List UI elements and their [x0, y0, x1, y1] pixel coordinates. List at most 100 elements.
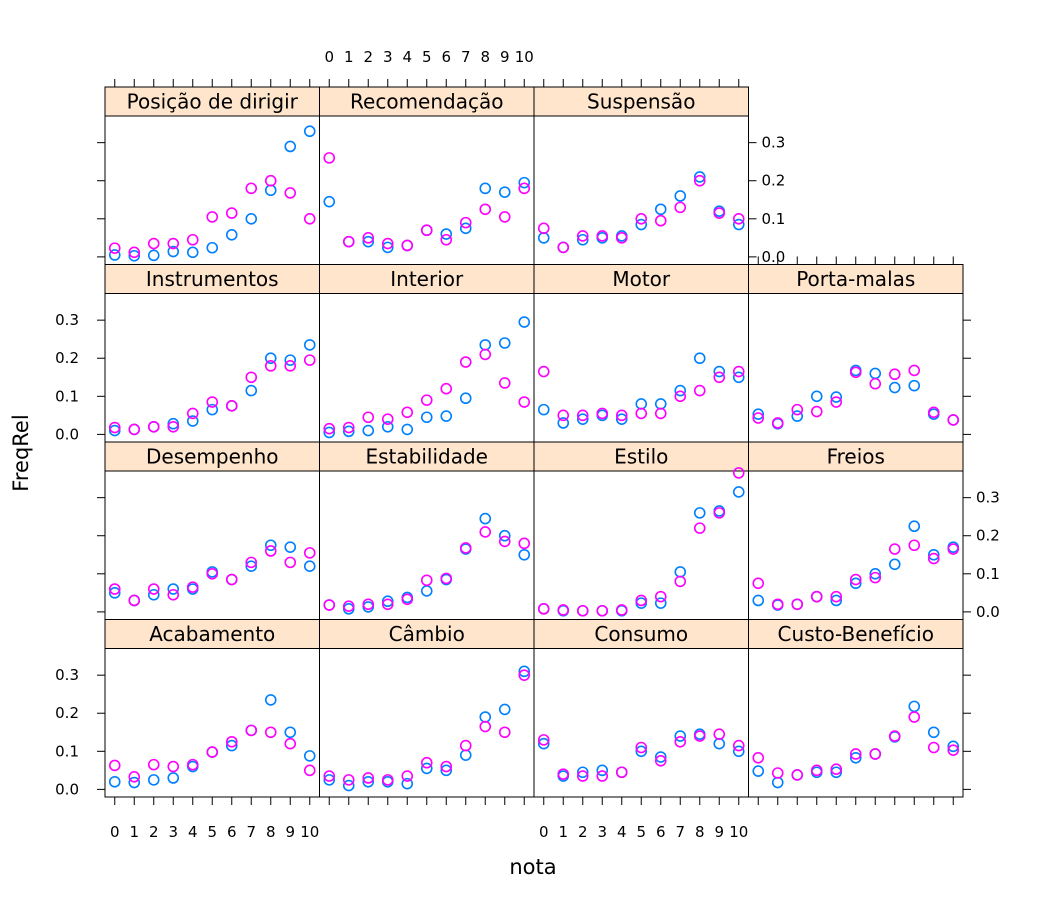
point-acabamento-magenta-10: [303, 764, 316, 777]
x-tick-label: 1: [344, 48, 354, 66]
point-custo-beneficio-blue-10: [947, 740, 960, 753]
strip-label: Custo-Benefício: [778, 622, 934, 646]
point-porta-malas-magenta-7: [888, 368, 901, 381]
point-custo-beneficio-magenta-3: [810, 764, 823, 777]
x-tick-label: 6: [441, 48, 451, 66]
point-porta-malas-blue-4: [830, 391, 843, 403]
point-instrumentos-magenta-9: [284, 360, 297, 372]
point-custo-beneficio-magenta-4: [830, 763, 843, 776]
point-estilo-magenta-7: [674, 575, 687, 588]
point-desempenho-blue-9: [284, 541, 297, 553]
point-interior-magenta-2: [362, 411, 375, 424]
point-motor-blue-7: [674, 384, 687, 397]
point-suspensao-magenta-8: [693, 174, 706, 187]
x-tick-label: 9: [714, 823, 724, 841]
point-posicao-de-dirigir-blue-9: [284, 140, 297, 153]
panel-estilo: Estilo: [533, 441, 749, 620]
point-custo-beneficio-magenta-6: [869, 748, 882, 760]
point-posicao-de-dirigir-magenta-7: [245, 182, 258, 195]
point-motor-magenta-8: [693, 384, 706, 397]
strip-label: Interior: [390, 267, 464, 291]
point-posicao-de-dirigir-magenta-2: [147, 237, 160, 250]
point-estilo-magenta-5: [635, 594, 648, 607]
point-estabilidade-magenta-4: [401, 593, 414, 606]
point-freios-magenta-3: [810, 590, 823, 603]
x-tick-label: 9: [285, 823, 295, 841]
point-motor-blue-1: [557, 417, 570, 429]
point-consumo-blue-0: [537, 737, 550, 750]
point-recomendacao-blue-0: [323, 195, 336, 208]
point-desempenho-magenta-2: [147, 583, 160, 595]
point-motor-magenta-3: [596, 407, 609, 420]
point-estilo-magenta-0: [537, 603, 550, 615]
point-motor-blue-10: [732, 371, 745, 384]
strip-porta-malas: [748, 264, 964, 294]
strip-label: Porta-malas: [796, 267, 915, 291]
x-tick-label: 2: [149, 823, 159, 841]
x-tick-label: 7: [246, 823, 256, 841]
panel-acabamento: Acabamento: [104, 619, 320, 798]
point-posicao-de-dirigir-magenta-3: [167, 237, 180, 250]
point-consumo-blue-2: [576, 766, 589, 779]
strip-label: Instrumentos: [146, 267, 279, 291]
plot-area-custo-beneficio: [748, 648, 964, 798]
point-instrumentos-magenta-8: [264, 360, 277, 372]
point-cambio-blue-8: [479, 711, 492, 723]
point-interior-magenta-1: [342, 421, 355, 434]
point-estabilidade-blue-5: [420, 585, 433, 597]
point-motor-magenta-4: [615, 409, 628, 422]
point-suspensao-blue-2: [576, 233, 589, 246]
point-freios-magenta-1: [771, 598, 784, 611]
panel-consumo: Consumo: [533, 619, 749, 798]
point-posicao-de-dirigir-blue-6: [225, 229, 238, 241]
point-motor-blue-4: [615, 413, 628, 425]
point-consumo-magenta-3: [596, 770, 609, 782]
point-interior-blue-3: [381, 420, 394, 433]
point-freios-blue-6: [869, 568, 882, 580]
point-porta-malas-blue-7: [888, 381, 901, 394]
point-custo-beneficio-blue-5: [849, 751, 862, 764]
x-tick-label: 7: [675, 823, 685, 841]
point-interior-magenta-0: [323, 422, 336, 435]
point-posicao-de-dirigir-blue-0: [108, 249, 121, 261]
point-consumo-magenta-10: [732, 739, 745, 752]
point-porta-malas-blue-6: [869, 367, 882, 380]
point-desempenho-magenta-3: [167, 588, 180, 601]
point-instrumentos-magenta-1: [128, 423, 141, 436]
point-acabamento-blue-1: [128, 776, 141, 789]
point-custo-beneficio-blue-1: [771, 776, 784, 789]
point-cambio-blue-9: [498, 703, 511, 716]
point-estilo-magenta-6: [654, 590, 667, 603]
point-recomendacao-blue-3: [381, 241, 394, 254]
point-estilo-magenta-10: [732, 467, 745, 479]
point-estabilidade-magenta-10: [518, 537, 531, 550]
point-motor-blue-9: [713, 365, 726, 378]
x-tick-label: 8: [695, 823, 705, 841]
point-suspensao-blue-7: [674, 190, 687, 202]
point-estabilidade-magenta-8: [479, 526, 492, 538]
y-tick-label: 0.1: [55, 742, 79, 760]
point-consumo-magenta-8: [693, 730, 706, 742]
plot-area-consumo: [533, 648, 749, 798]
point-desempenho-magenta-9: [284, 556, 297, 569]
y-tick-label: 0.0: [55, 780, 79, 798]
point-posicao-de-dirigir-blue-4: [186, 246, 199, 259]
strip-estilo: [533, 441, 749, 472]
strip-label: Recomendação: [350, 90, 503, 114]
point-interior-blue-1: [342, 425, 355, 438]
point-consumo-blue-10: [732, 745, 745, 758]
plot-area-suspensao: [533, 115, 749, 265]
point-estabilidade-magenta-3: [381, 598, 394, 611]
point-custo-beneficio-magenta-2: [791, 769, 804, 781]
point-posicao-de-dirigir-blue-7: [245, 213, 258, 225]
point-motor-magenta-0: [537, 365, 550, 378]
point-interior-magenta-6: [440, 382, 453, 395]
point-recomendacao-magenta-9: [498, 211, 511, 223]
point-motor-magenta-1: [557, 409, 570, 422]
point-freios-blue-0: [752, 594, 765, 607]
point-cambio-blue-4: [401, 777, 414, 790]
point-recomendacao-blue-8: [479, 182, 492, 195]
panel-posicao-de-dirigir: Posição de dirigir: [104, 86, 320, 265]
y-tick-label: 0.0: [55, 425, 79, 443]
point-porta-malas-blue-8: [908, 379, 921, 392]
